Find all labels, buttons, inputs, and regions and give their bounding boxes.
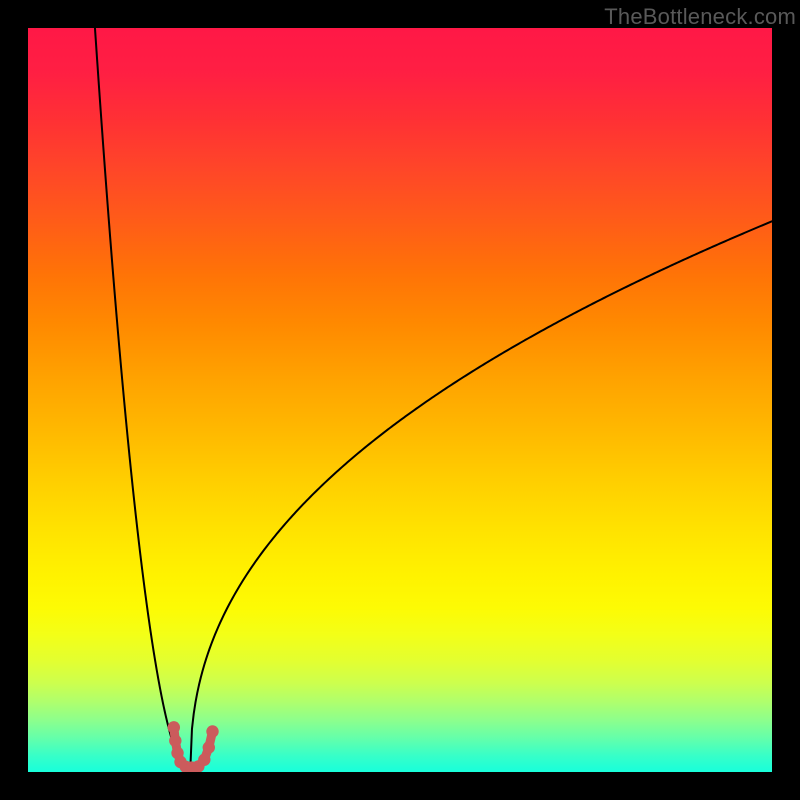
marker-dot: [169, 735, 181, 747]
bottleneck-curve: [95, 28, 772, 772]
optimal-range-marker: [168, 721, 219, 772]
marker-dot: [206, 725, 218, 737]
chart-stage: TheBottleneck.com: [0, 0, 800, 800]
marker-dot: [198, 754, 210, 766]
plot-area: [28, 28, 772, 772]
marker-dot: [168, 721, 180, 733]
curve-layer: [28, 28, 772, 772]
marker-dot: [203, 741, 215, 753]
watermark-text: TheBottleneck.com: [604, 4, 796, 30]
